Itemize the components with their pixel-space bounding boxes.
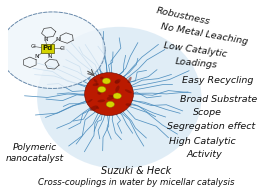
Ellipse shape bbox=[100, 77, 104, 80]
Circle shape bbox=[113, 93, 121, 99]
Text: Suzuki & Heck: Suzuki & Heck bbox=[101, 166, 171, 176]
Ellipse shape bbox=[108, 95, 116, 97]
Text: N: N bbox=[43, 37, 48, 42]
Text: No Metal Leaching: No Metal Leaching bbox=[161, 22, 249, 46]
Ellipse shape bbox=[97, 100, 105, 102]
FancyBboxPatch shape bbox=[41, 44, 54, 53]
Ellipse shape bbox=[37, 27, 201, 169]
Text: Cross-couplings in water by micellar catalysis: Cross-couplings in water by micellar cat… bbox=[38, 178, 234, 187]
Ellipse shape bbox=[104, 78, 111, 83]
Ellipse shape bbox=[115, 79, 121, 84]
Text: Low Catalytic: Low Catalytic bbox=[163, 41, 227, 59]
Circle shape bbox=[98, 86, 106, 92]
Text: Loadings: Loadings bbox=[174, 57, 218, 70]
Text: Scope: Scope bbox=[192, 108, 221, 117]
Ellipse shape bbox=[96, 106, 99, 109]
Ellipse shape bbox=[90, 105, 98, 111]
Ellipse shape bbox=[115, 85, 120, 92]
Ellipse shape bbox=[94, 79, 97, 83]
Ellipse shape bbox=[97, 91, 101, 95]
Text: Segregation effect: Segregation effect bbox=[167, 122, 255, 131]
Text: Cl: Cl bbox=[59, 46, 65, 51]
Circle shape bbox=[0, 12, 105, 88]
Text: Robustness: Robustness bbox=[155, 6, 211, 27]
Ellipse shape bbox=[125, 89, 132, 93]
Text: N: N bbox=[35, 54, 39, 59]
Ellipse shape bbox=[126, 103, 132, 106]
Ellipse shape bbox=[85, 73, 133, 115]
Text: Pd: Pd bbox=[42, 45, 52, 51]
Text: Activity: Activity bbox=[186, 150, 222, 159]
Ellipse shape bbox=[127, 77, 132, 83]
Text: N: N bbox=[55, 37, 60, 42]
Text: N: N bbox=[47, 54, 52, 59]
Circle shape bbox=[106, 101, 114, 107]
Ellipse shape bbox=[93, 83, 98, 86]
Ellipse shape bbox=[96, 83, 99, 86]
Text: Broad Substrate: Broad Substrate bbox=[180, 95, 257, 104]
Ellipse shape bbox=[107, 96, 114, 100]
Text: Easy Recycling: Easy Recycling bbox=[182, 76, 254, 84]
Ellipse shape bbox=[115, 80, 119, 84]
Text: High Catalytic: High Catalytic bbox=[169, 137, 236, 146]
Circle shape bbox=[102, 78, 111, 84]
Text: Polymeric
nanocatalyst: Polymeric nanocatalyst bbox=[5, 143, 64, 163]
Text: Cl: Cl bbox=[30, 44, 36, 49]
Ellipse shape bbox=[87, 99, 93, 103]
